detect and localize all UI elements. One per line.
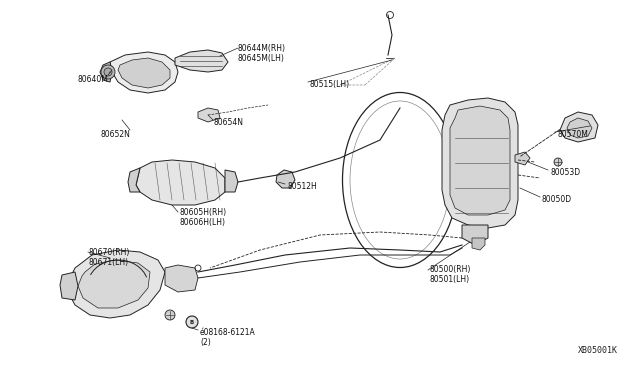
Polygon shape bbox=[462, 225, 488, 245]
Polygon shape bbox=[472, 238, 485, 250]
Polygon shape bbox=[165, 265, 198, 292]
Polygon shape bbox=[567, 118, 592, 138]
Polygon shape bbox=[100, 62, 112, 82]
Text: 80512H: 80512H bbox=[288, 182, 317, 191]
Polygon shape bbox=[560, 112, 598, 142]
Polygon shape bbox=[175, 50, 228, 72]
Circle shape bbox=[101, 65, 115, 79]
Polygon shape bbox=[128, 168, 140, 192]
Text: 80644M(RH)
80645M(LH): 80644M(RH) 80645M(LH) bbox=[238, 44, 286, 63]
Text: 80605H(RH)
80606H(LH): 80605H(RH) 80606H(LH) bbox=[180, 208, 227, 227]
Text: 80050D: 80050D bbox=[542, 195, 572, 204]
Text: 80652N: 80652N bbox=[100, 130, 130, 139]
Polygon shape bbox=[110, 52, 178, 93]
Polygon shape bbox=[78, 260, 150, 308]
Polygon shape bbox=[118, 58, 170, 88]
Circle shape bbox=[554, 158, 562, 166]
Polygon shape bbox=[442, 98, 518, 228]
Polygon shape bbox=[225, 170, 238, 192]
Text: B: B bbox=[190, 320, 194, 324]
Text: 80053D: 80053D bbox=[551, 168, 581, 177]
Polygon shape bbox=[60, 272, 78, 300]
Circle shape bbox=[186, 316, 198, 328]
Polygon shape bbox=[515, 152, 530, 165]
Polygon shape bbox=[68, 250, 165, 318]
Text: 80500(RH)
80501(LH): 80500(RH) 80501(LH) bbox=[430, 265, 472, 285]
Text: 80570M: 80570M bbox=[558, 130, 589, 139]
Text: 80515(LH): 80515(LH) bbox=[310, 80, 350, 89]
Text: XB05001K: XB05001K bbox=[578, 346, 618, 355]
Text: 80640M: 80640M bbox=[77, 75, 108, 84]
Circle shape bbox=[165, 310, 175, 320]
Text: 80670(RH)
80671(LH): 80670(RH) 80671(LH) bbox=[88, 248, 129, 267]
Polygon shape bbox=[276, 170, 295, 188]
Polygon shape bbox=[450, 106, 510, 215]
Text: 80654N: 80654N bbox=[213, 118, 243, 127]
Polygon shape bbox=[136, 160, 225, 205]
Circle shape bbox=[104, 68, 112, 76]
Polygon shape bbox=[198, 108, 220, 122]
Text: é08168-6121A
(2): é08168-6121A (2) bbox=[200, 328, 256, 347]
